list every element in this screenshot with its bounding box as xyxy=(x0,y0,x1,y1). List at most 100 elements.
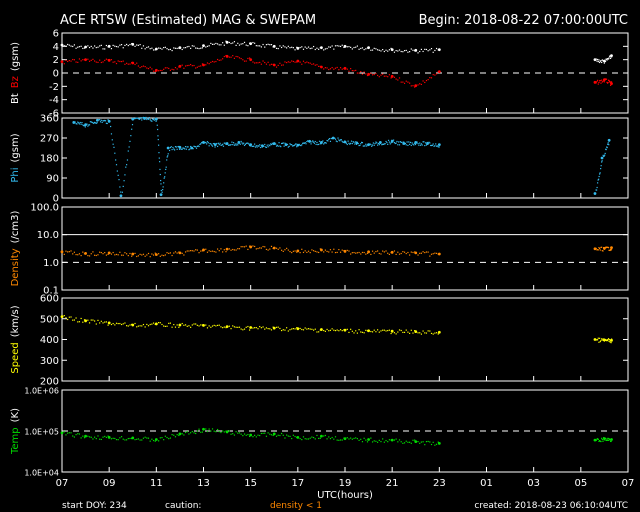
data-point xyxy=(397,144,399,146)
data-point xyxy=(100,320,102,322)
data-point xyxy=(606,438,608,440)
data-point xyxy=(372,142,374,144)
y-axis-label-part: Phi xyxy=(10,167,21,182)
data-point xyxy=(437,252,441,256)
data-point xyxy=(126,439,128,441)
data-point xyxy=(294,61,296,63)
data-point xyxy=(269,64,271,66)
data-point xyxy=(331,136,335,140)
data-point xyxy=(174,436,177,438)
data-point xyxy=(405,80,407,82)
data-point xyxy=(102,322,104,324)
data-point xyxy=(610,248,613,250)
data-point xyxy=(239,143,241,145)
data-point xyxy=(422,441,424,443)
data-point xyxy=(247,45,249,47)
data-point xyxy=(291,60,293,62)
data-point xyxy=(355,252,357,254)
data-point xyxy=(60,60,64,64)
data-point xyxy=(324,142,326,144)
data-point xyxy=(252,41,254,44)
data-point xyxy=(238,44,241,46)
data-point xyxy=(398,329,401,331)
y-axis-label: Temp(K) xyxy=(10,408,21,455)
data-point xyxy=(126,253,128,255)
data-point xyxy=(343,328,347,332)
data-point xyxy=(269,433,271,435)
data-point xyxy=(341,330,343,332)
data-point xyxy=(284,46,286,48)
data-point xyxy=(70,316,72,318)
data-point xyxy=(333,329,335,331)
data-point xyxy=(257,144,259,147)
data-point xyxy=(311,47,313,49)
data-point xyxy=(254,62,256,64)
data-point xyxy=(210,250,212,253)
data-point xyxy=(122,438,124,440)
data-point xyxy=(606,59,608,61)
data-point xyxy=(200,143,202,145)
y-axis-label-part: Bz xyxy=(10,76,21,88)
y-axis-label-part: (km/s) xyxy=(10,305,21,337)
data-point xyxy=(350,142,352,144)
data-point xyxy=(353,251,355,254)
data-point xyxy=(114,254,116,256)
data-point xyxy=(425,79,428,82)
data-point xyxy=(184,46,187,49)
data-point xyxy=(427,79,429,81)
data-point xyxy=(166,436,168,439)
data-point xyxy=(270,434,273,436)
data-point xyxy=(599,249,601,251)
data-point xyxy=(70,60,72,62)
data-point xyxy=(141,66,143,68)
data-point xyxy=(390,332,392,335)
data-point xyxy=(200,65,202,67)
data-point xyxy=(102,48,104,50)
data-point xyxy=(301,328,303,331)
data-point xyxy=(252,327,254,329)
data-point xyxy=(282,45,284,47)
data-point xyxy=(412,251,414,254)
data-point xyxy=(405,252,407,255)
data-point xyxy=(311,328,313,330)
data-point xyxy=(205,324,207,326)
data-point xyxy=(264,61,266,64)
data-point xyxy=(237,248,239,250)
data-point xyxy=(393,76,396,78)
data-point xyxy=(218,44,220,46)
x-tick-label: 05 xyxy=(574,478,587,489)
data-point xyxy=(409,332,411,334)
data-point xyxy=(161,69,163,72)
data-point xyxy=(83,47,86,49)
data-point xyxy=(99,438,101,440)
data-point xyxy=(238,326,241,328)
data-point xyxy=(370,253,372,256)
data-point xyxy=(303,142,305,144)
data-point xyxy=(334,137,336,139)
y-axis-label: Phi(gsm) xyxy=(10,133,21,182)
data-point xyxy=(159,193,163,197)
data-point xyxy=(82,47,84,50)
data-point xyxy=(602,80,604,82)
data-point xyxy=(87,125,89,127)
data-point xyxy=(104,321,106,323)
data-point xyxy=(151,323,153,325)
data-point xyxy=(370,330,372,333)
data-point xyxy=(199,143,201,146)
data-point xyxy=(424,48,426,50)
data-point xyxy=(198,47,200,50)
data-point xyxy=(599,60,601,62)
data-point xyxy=(395,438,397,440)
data-point xyxy=(185,148,188,150)
data-point xyxy=(606,439,609,441)
data-point xyxy=(287,435,289,437)
data-point xyxy=(247,57,249,60)
data-point xyxy=(358,329,360,331)
data-point xyxy=(127,63,129,65)
data-point xyxy=(338,69,340,71)
data-point xyxy=(333,48,335,50)
data-point xyxy=(70,432,72,434)
data-point xyxy=(232,248,234,251)
data-point xyxy=(129,324,131,326)
